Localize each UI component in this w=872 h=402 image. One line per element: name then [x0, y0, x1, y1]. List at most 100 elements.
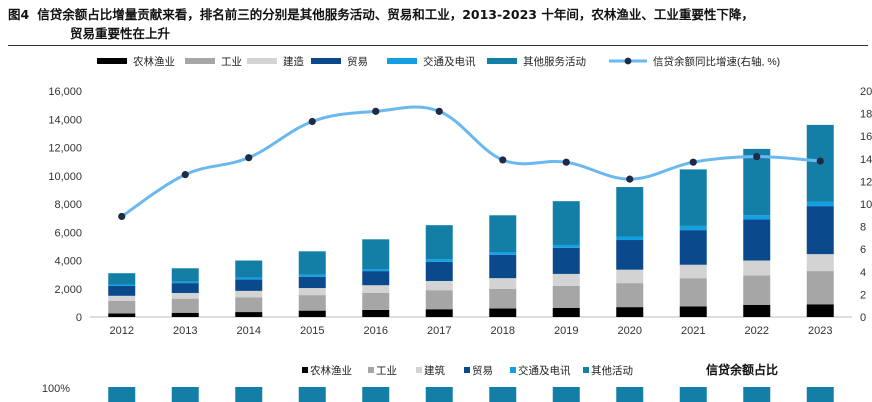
bar-segment	[235, 297, 263, 313]
growth-rate-point	[816, 157, 824, 165]
bar-segment	[362, 292, 390, 310]
bar-segment	[362, 239, 390, 269]
figure-number: 图4	[8, 7, 30, 22]
legend2-swatch	[464, 367, 470, 373]
legend-swatch	[487, 58, 517, 64]
bar-segment	[425, 259, 453, 262]
bar-segment	[108, 300, 136, 314]
y-axis-tick-label: 100%	[42, 383, 70, 395]
bar-segment	[616, 236, 644, 241]
x-axis-tick-label: 2013	[173, 325, 197, 337]
y-axis-tick-label: 8,000	[54, 199, 82, 211]
chart2-title: 信贷余额占比	[706, 362, 778, 377]
y2-axis-tick-label: 2	[860, 289, 866, 301]
legend-label: 贸易	[347, 56, 368, 68]
bar-segment	[806, 304, 834, 317]
legend-swatch	[387, 58, 417, 64]
growth-rate-point	[308, 117, 316, 126]
legend2-label: 交通及电讯	[518, 364, 571, 377]
bar-segment	[552, 244, 580, 248]
share-bar-top	[171, 387, 199, 402]
bar-segment	[489, 252, 517, 255]
bar-segment	[552, 247, 580, 274]
y-axis-tick-label: 14,000	[48, 114, 82, 126]
bar-segment	[171, 298, 199, 313]
bar-segment	[806, 254, 834, 272]
bar-segment	[552, 285, 580, 308]
bar-segment	[298, 276, 326, 289]
bar-segment	[489, 288, 517, 309]
y2-axis-tick-label: 14	[860, 154, 872, 166]
y-axis-tick-label: 4,000	[54, 256, 82, 268]
growth-rate-point	[562, 158, 570, 166]
share-bar-top	[298, 387, 326, 402]
y-axis-tick-label: 0	[76, 312, 82, 324]
bar-segment	[362, 268, 390, 272]
bar-segment	[489, 308, 517, 317]
y-axis-tick-label: 10,000	[48, 171, 82, 183]
bar-segment	[235, 312, 263, 317]
legend-label: 其他服务活动	[523, 55, 586, 68]
y2-axis-tick-label: 16	[860, 131, 872, 143]
legend2-swatch	[583, 367, 589, 373]
y2-axis-tick-label: 0	[860, 312, 866, 324]
bar-segment	[298, 310, 326, 317]
legend2-label: 建筑	[424, 364, 445, 377]
bar-segment	[679, 278, 707, 307]
share-bar-top	[108, 387, 136, 402]
bar-segment	[743, 304, 771, 317]
bar-segment	[235, 279, 263, 291]
bar-segment	[552, 273, 580, 286]
bar-segment	[298, 295, 326, 311]
x-axis-tick-label: 2017	[427, 325, 451, 337]
legend-label: 工业	[221, 56, 242, 68]
y-axis-tick-label: 6,000	[54, 227, 82, 239]
growth-rate-point	[435, 107, 443, 115]
credit-share-chart: 农林渔业 工业 建筑 贸易 交通及电讯 其他活动 信贷余额占比 100%	[42, 362, 834, 402]
bar-segment	[616, 283, 644, 308]
legend2-swatch	[302, 367, 308, 373]
legend-label: 信贷余额同比增速(右轴, %)	[653, 55, 780, 68]
legend-swatch	[97, 58, 127, 64]
bar-segment	[108, 295, 136, 301]
growth-rate-line	[120, 105, 821, 218]
bar-segment	[362, 309, 390, 317]
bar-segment	[552, 307, 580, 317]
bar-segment	[425, 290, 453, 310]
title-rule	[8, 45, 868, 46]
y2-axis-tick-label: 4	[860, 267, 866, 279]
bar-segment	[108, 313, 136, 317]
share-bar-top	[743, 387, 771, 402]
y2-axis-tick-label: 20	[860, 86, 872, 98]
bar-segment	[806, 271, 834, 305]
bar-segment	[489, 215, 517, 253]
share-bar-top	[362, 387, 390, 402]
bar-segment	[489, 254, 517, 279]
x-axis-tick-label: 2019	[554, 325, 578, 337]
bar-segment	[616, 240, 644, 270]
growth-rate-point	[181, 171, 189, 179]
x-axis-tick-label: 2015	[300, 325, 324, 337]
growth-rate-point	[499, 156, 507, 164]
share-bar-top	[489, 387, 517, 402]
bar-segment	[679, 230, 707, 265]
y2-axis-tick-label: 18	[860, 109, 872, 121]
figure-title-line1: 信贷余额占比增量贡献来看，排名前三的分别是其他服务活动、贸易和工业，2013-2…	[37, 7, 754, 22]
bar-segment	[235, 277, 263, 280]
legend2-swatch	[416, 367, 422, 373]
share-bar-top	[679, 387, 707, 402]
legend-swatch	[185, 58, 215, 64]
legend-label: 交通及电讯	[423, 55, 476, 68]
legend-label: 建造	[283, 55, 304, 68]
y2-axis-tick-label: 6	[860, 244, 866, 256]
growth-rate-point	[118, 212, 126, 221]
x-axis-tick-label: 2023	[808, 325, 832, 337]
bar-segment	[616, 307, 644, 317]
bar-segment	[298, 288, 326, 296]
bar-segment	[806, 201, 834, 207]
bar-segment	[108, 273, 136, 285]
bar-segment	[552, 201, 580, 245]
legend2-label: 其他活动	[591, 364, 633, 377]
share-bar-top	[235, 387, 263, 402]
x-axis-tick-label: 2018	[491, 325, 515, 337]
